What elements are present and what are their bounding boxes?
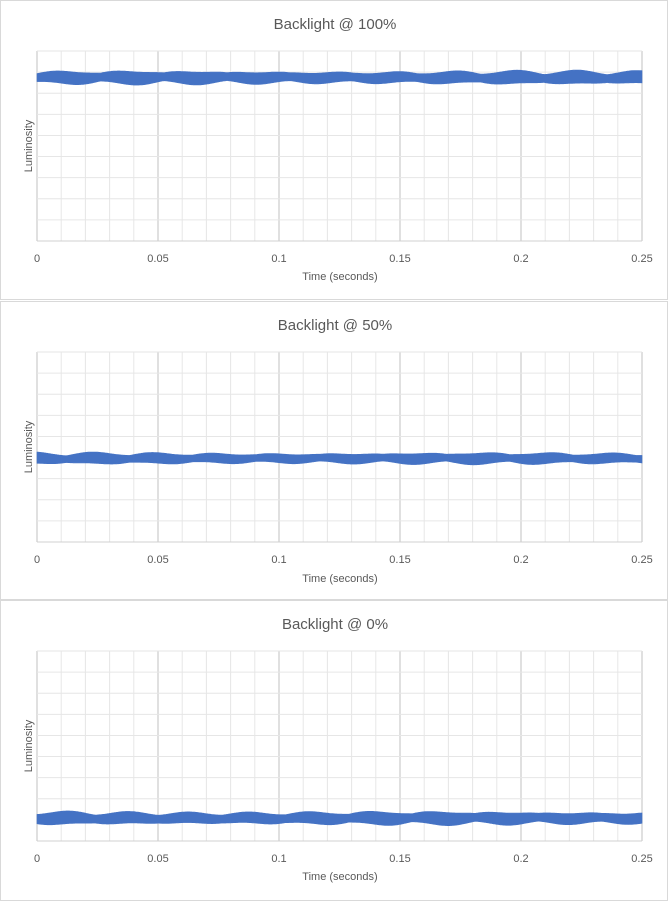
chart-panel-100: Backlight @ 100% 0 0.05 0.1 0.15 0.2 0.25 Tim… [0, 0, 668, 300]
x-tick-label: 0.1 [271, 253, 286, 265]
x-tick-label: 0.05 [147, 554, 168, 566]
x-tick-label: 0 [34, 853, 40, 865]
luminosity-series [36, 810, 643, 826]
chart-0: Backlight @ 0% 0 0.05 0.1 0.15 0.2 0.25 Time … [23, 616, 653, 883]
x-axis-label: Time (seconds) [302, 871, 377, 883]
x-axis-ticks: 0 0.05 0.1 0.15 0.2 0.25 [34, 853, 653, 865]
x-tick-label: 0.05 [147, 853, 168, 865]
luminosity-series [36, 451, 643, 466]
x-tick-label: 0.25 [631, 853, 652, 865]
x-axis-label: Time (seconds) [302, 271, 377, 283]
x-tick-label: 0.1 [271, 853, 286, 865]
luminosity-series [36, 69, 643, 86]
x-tick-label: 0.15 [389, 853, 410, 865]
x-tick-label: 0.2 [513, 853, 528, 865]
x-axis-ticks: 0 0.05 0.1 0.15 0.2 0.25 [34, 253, 653, 265]
chart-series [36, 69, 643, 86]
chart-100: Backlight @ 100% 0 0.05 0.1 0.15 0.2 0.25 Tim… [23, 16, 653, 283]
y-axis-label: Luminosity [23, 119, 35, 172]
x-tick-label: 0.2 [513, 554, 528, 566]
chart-title: Backlight @ 50% [278, 317, 392, 334]
x-tick-label: 0 [34, 554, 40, 566]
x-tick-label: 0.25 [631, 253, 652, 265]
x-tick-label: 0.05 [147, 253, 168, 265]
x-tick-label: 0 [34, 253, 40, 265]
chart-title: Backlight @ 100% [274, 16, 397, 33]
x-tick-label: 0.25 [631, 554, 652, 566]
y-axis-label: Luminosity [23, 719, 35, 772]
x-axis-ticks: 0 0.05 0.1 0.15 0.2 0.25 [34, 554, 653, 566]
y-axis-label: Luminosity [23, 420, 35, 473]
x-tick-label: 0.15 [389, 253, 410, 265]
chart-series [36, 810, 643, 826]
chart-series [36, 451, 643, 466]
chart-gridlines [36, 351, 643, 543]
x-tick-label: 0.15 [389, 554, 410, 566]
chart-panel-50: Backlight @ 50% 0 0.05 0.1 0.15 0.2 0.25 Time… [0, 301, 668, 600]
chart-title: Backlight @ 0% [282, 616, 388, 633]
x-axis-label: Time (seconds) [302, 573, 377, 585]
chart-50: Backlight @ 50% 0 0.05 0.1 0.15 0.2 0.25 Time… [23, 317, 653, 585]
x-tick-label: 0.1 [271, 554, 286, 566]
chart-panel-0: Backlight @ 0% 0 0.05 0.1 0.15 0.2 0.25 Time … [0, 600, 668, 901]
x-tick-label: 0.2 [513, 253, 528, 265]
